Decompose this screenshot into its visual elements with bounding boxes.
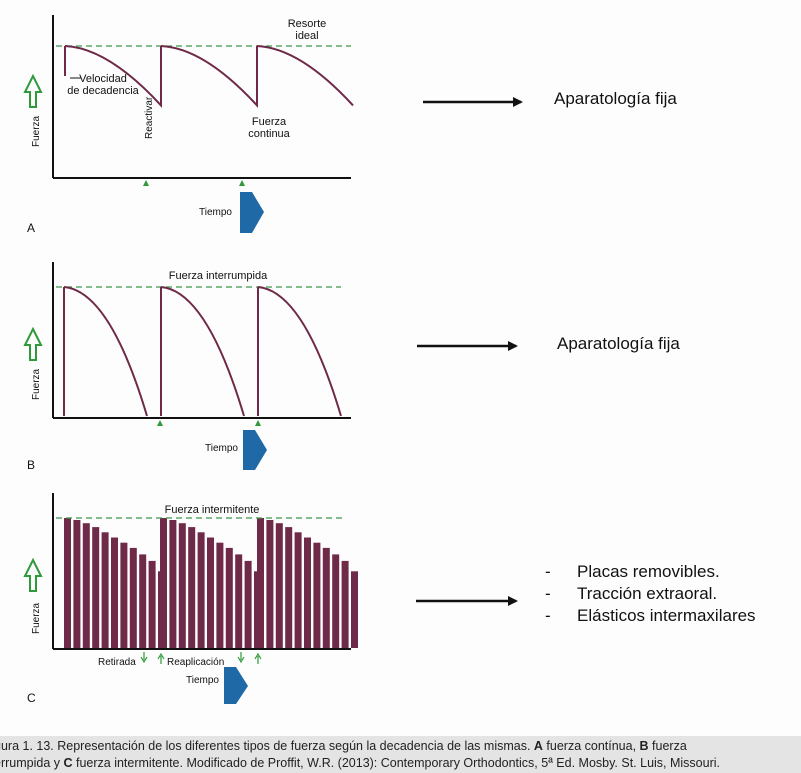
panel-b-tick-marker-1 — [157, 420, 163, 426]
panel-a-y-label: Fuerza — [31, 115, 42, 147]
aparatologia-fija-a: Aparatología fija — [554, 89, 677, 108]
force-bar — [188, 527, 196, 648]
aparatologia-fija-b: Aparatología fija — [557, 334, 680, 353]
panel-a-letter: A — [27, 221, 35, 235]
panel-a-ideal-label: ideal — [295, 30, 318, 42]
bullet-item: - Tracción extraoral. — [545, 583, 756, 605]
force-bar — [139, 554, 147, 648]
force-bar — [129, 547, 137, 648]
panel-c-reaplicacion-arrow — [157, 652, 165, 664]
panel-b-x-label: Tiempo — [205, 443, 238, 454]
panel-c-reaplicacion-arrow-2 — [254, 652, 262, 664]
force-bar — [341, 560, 349, 648]
caption-bold-b: B — [639, 739, 649, 753]
caption-text: fuerza intermitente. Modificado de Proff… — [72, 756, 721, 770]
force-bar — [275, 523, 283, 648]
panel-b-interrumpida-label: Fuerza interrumpida — [169, 270, 268, 282]
force-bar — [216, 542, 224, 648]
caption-text: fuerza contínua, — [542, 739, 640, 753]
force-bar — [178, 523, 186, 648]
panel-a-force-arrow — [23, 73, 43, 108]
force-bar — [257, 518, 264, 648]
panel-a-tick-marker-2 — [239, 180, 245, 186]
force-bar — [169, 520, 177, 649]
panel-a-decadencia-label: de decadencia — [67, 85, 139, 97]
caption-line-1: gura 1. 13. Representación de los difere… — [0, 737, 693, 755]
bullet-text: Placas removibles. — [577, 562, 720, 581]
bullet-dash: - — [545, 606, 551, 625]
force-bar — [351, 571, 358, 648]
caption-bold-a: A — [533, 739, 543, 753]
force-bar — [304, 537, 311, 648]
panel-c-y-label: Fuerza — [31, 602, 42, 634]
force-bar — [111, 537, 118, 648]
panel-c-retirada-arrow — [140, 652, 148, 664]
panel-c-x-label: Tiempo — [186, 675, 219, 686]
panel-c-retirada-arrow-2 — [237, 652, 245, 664]
caption-bold-c: C — [63, 756, 73, 770]
force-bar — [120, 542, 128, 648]
force-bar — [73, 520, 81, 649]
force-bar — [244, 560, 252, 648]
removable-appliance-list: - Placas removibles. - Tracción extraoral.… — [545, 561, 756, 627]
panel-a: Fuerza Resorte ideal Velocidad de decade… — [23, 15, 354, 235]
caption-text: fuerza — [648, 739, 687, 753]
force-bar — [64, 518, 71, 648]
caption-line-2: errumpida y C fuerza intermitente. Modif… — [0, 754, 726, 772]
panel-a-x-label: Tiempo — [199, 207, 232, 218]
panel-c: Fuerza Fuerza intermitente Retirada Reap… — [23, 493, 358, 705]
panel-a-tick-marker-1 — [143, 180, 149, 186]
caption-text: errumpida y — [0, 756, 64, 770]
bullet-dash: - — [545, 562, 551, 581]
bullet-dash: - — [545, 584, 551, 603]
bullet-item: - Placas removibles. — [545, 561, 756, 583]
force-bar — [313, 542, 321, 648]
force-bar — [294, 532, 302, 648]
force-bar — [322, 547, 330, 648]
force-bar — [207, 537, 214, 648]
panel-a-velocidad-label: Velocidad — [79, 73, 127, 85]
force-bar — [160, 518, 167, 648]
panel-a-continua2-label: continua — [248, 128, 290, 140]
panel-b-force-arrow — [23, 326, 43, 361]
bullet-text: Elásticos intermaxilares — [577, 606, 756, 625]
panel-a-continua1-label: Fuerza — [252, 116, 287, 128]
panel-c-reaplicacion-label: Reaplicación — [167, 657, 224, 668]
panel-c-bars — [64, 518, 358, 649]
caption-text: gura 1. 13. Representación de los difere… — [0, 739, 534, 753]
panel-c-letter: C — [27, 691, 36, 705]
panel-b-y-label: Fuerza — [31, 368, 42, 400]
panel-a-time-arrow — [240, 192, 264, 233]
force-bar — [285, 527, 293, 648]
panel-c-force-arrow — [23, 557, 43, 592]
panel-c-retirada-label: Retirada — [98, 657, 136, 668]
force-bar — [197, 532, 205, 648]
force-bar — [101, 532, 109, 648]
force-bar — [92, 527, 100, 648]
panel-a-resorte-label: Resorte — [288, 18, 327, 30]
bullet-text: Tracción extraoral. — [577, 584, 718, 603]
panel-b: Fuerza Fuerza interrumpida Tiempo B — [23, 262, 351, 472]
panel-b-time-arrow — [243, 430, 267, 470]
force-bar — [82, 523, 90, 648]
panel-b-letter: B — [27, 458, 35, 472]
force-bar — [235, 554, 243, 648]
panel-a-reactivar-label: Reactivar — [144, 96, 155, 139]
force-bar — [225, 547, 233, 648]
panel-c-intermitente-label: Fuerza intermitente — [165, 504, 260, 516]
panel-a-force-curve — [64, 45, 354, 108]
panel-c-time-arrow — [224, 667, 248, 704]
bullet-item: - Elásticos intermaxilares — [545, 605, 756, 627]
force-bar — [332, 554, 340, 648]
force-bar — [266, 520, 274, 649]
panel-b-force-curve — [63, 286, 342, 417]
force-bar — [148, 560, 156, 648]
figure-caption: gura 1. 13. Representación de los difere… — [0, 736, 801, 773]
panel-b-tick-marker-2 — [255, 420, 261, 426]
